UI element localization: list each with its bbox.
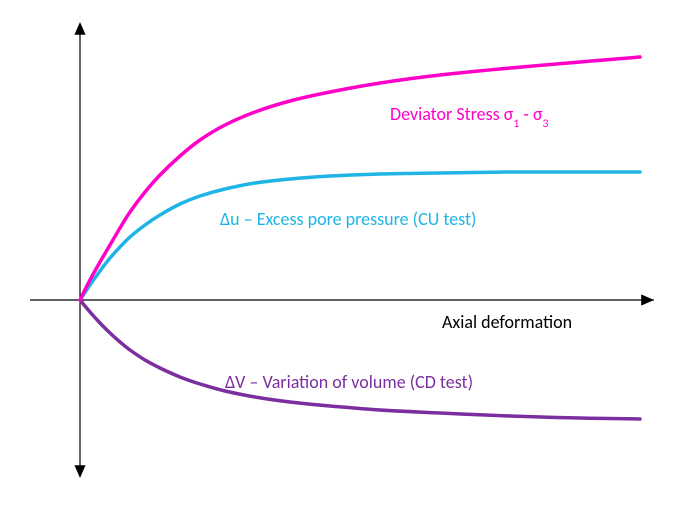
x-axis-label: Axial deformation (442, 311, 572, 333)
excess-pore-pressure-label: Δu – Excess pore pressure (CU test) (220, 208, 476, 230)
deviator-stress-curve (80, 57, 640, 300)
volume-variation-label: ΔV – Variation of volume (CD test) (225, 371, 473, 393)
deviator-label-sub2: 3 (543, 117, 549, 131)
x-axis-arrow-icon (641, 294, 654, 305)
y-axis-arrow-down-icon (74, 465, 85, 478)
deviator-label-main: Deviator Stress σ (390, 103, 514, 125)
excess-pore-pressure-curve (80, 172, 640, 300)
deviator-stress-label: Deviator Stress σ1 - σ3 (390, 103, 549, 131)
deviator-label-mid: - σ (519, 103, 543, 125)
y-axis-arrow-up-icon (74, 22, 85, 35)
